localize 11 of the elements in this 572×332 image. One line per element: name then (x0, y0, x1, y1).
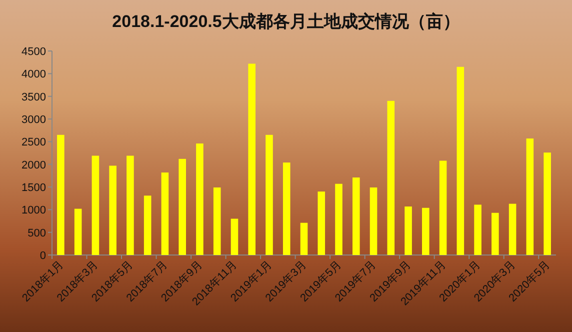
y-tick-label: 4500 (22, 46, 46, 58)
y-tick-label: 0 (40, 250, 46, 262)
y-tick-label: 1500 (22, 182, 46, 194)
y-tick-label: 1000 (22, 204, 46, 217)
y-tick-label: 2000 (22, 159, 46, 172)
y-tick-label: 3000 (22, 114, 46, 126)
y-tick-label: 500 (28, 227, 46, 240)
chart-title: 2018.1-2020.5大成都各月土地成交情况（亩） (112, 12, 460, 31)
y-tick-label: 4000 (22, 68, 46, 81)
y-tick-label: 3500 (22, 91, 46, 104)
y-tick-label: 2500 (22, 136, 46, 149)
